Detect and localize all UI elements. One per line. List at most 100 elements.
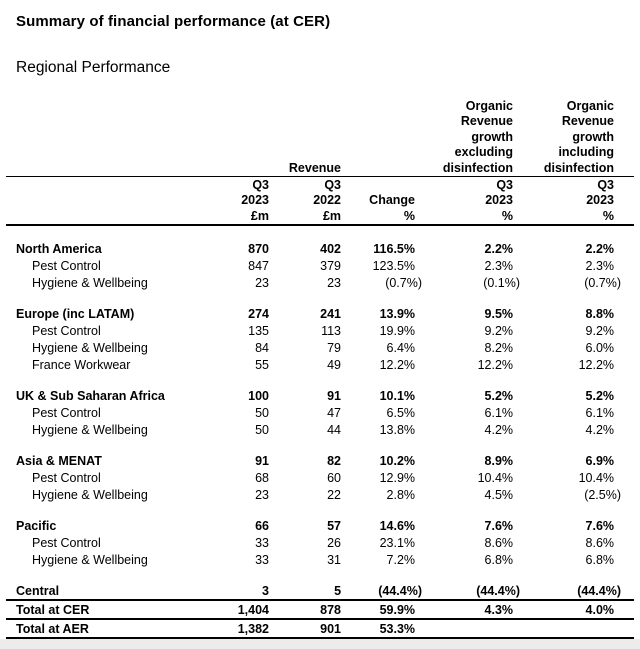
spacer-row xyxy=(6,438,634,452)
cell: 12.2% xyxy=(578,358,615,372)
cell: 8.2% xyxy=(484,341,514,355)
cell: 23 xyxy=(255,488,269,502)
cell: 6.0% xyxy=(585,341,615,355)
empty-header-cell xyxy=(6,94,206,177)
column-header-organic-excl: Q3 2023 % xyxy=(424,176,523,226)
cell: 847 xyxy=(248,259,269,273)
table-row: Pest Control 847 379 123.5% 2.3% 2.3% xyxy=(6,257,634,274)
cell: 5.2% xyxy=(484,389,514,403)
row-label: Pest Control xyxy=(32,324,101,338)
cell: 6.9% xyxy=(585,454,615,468)
cell: 5 xyxy=(272,582,346,601)
table-row: Hygiene & Wellbeing 23 22 2.8% 4.5% (2.5… xyxy=(6,486,634,503)
cell: 57 xyxy=(327,519,342,533)
column-header-organic-incl: Q3 2023 % xyxy=(522,176,635,226)
cell: 13.8% xyxy=(379,423,416,437)
cell: 9.2% xyxy=(484,324,514,338)
cell: 13.9% xyxy=(379,307,416,321)
column-header-change: Change % xyxy=(345,176,425,226)
table-row: Hygiene & Wellbeing 23 23 (0.7%) (0.1%) … xyxy=(6,274,634,291)
row-label: North America xyxy=(16,242,102,256)
cell: 10.4% xyxy=(578,471,615,485)
cell: 1,404 xyxy=(206,600,272,620)
cell: 123.5% xyxy=(372,259,416,273)
cell: 8.6% xyxy=(585,536,615,550)
cell: 6.5% xyxy=(386,406,416,420)
revenue-group-header: Revenue xyxy=(206,94,346,177)
cell: 44 xyxy=(327,423,342,437)
cell: 84 xyxy=(255,341,269,355)
row-label: Total at CER xyxy=(6,600,206,620)
cell: 6.4% xyxy=(386,341,416,355)
cell: 2.8% xyxy=(386,488,416,502)
cell: 12.2% xyxy=(379,358,416,372)
cell: 79 xyxy=(327,341,342,355)
cell: 113 xyxy=(321,324,342,338)
table-row: Pest Control 33 26 23.1% 8.6% 8.6% xyxy=(6,534,634,551)
cell: 4.2% xyxy=(585,423,615,437)
cell: 6.1% xyxy=(585,406,615,420)
row-label: Hygiene & Wellbeing xyxy=(32,488,148,502)
cell: 22 xyxy=(327,488,342,502)
cell: 100 xyxy=(248,389,269,403)
cell: 10.1% xyxy=(379,389,416,403)
cell: (44.4%) xyxy=(522,582,635,601)
cell: 23.1% xyxy=(379,536,416,550)
cell: 2.3% xyxy=(585,259,615,273)
cell: 901 xyxy=(272,619,346,639)
cell: 23 xyxy=(327,276,342,290)
cell: 7.2% xyxy=(386,553,416,567)
spacer-row xyxy=(6,503,634,517)
cell: 4.0% xyxy=(522,600,635,620)
cell: 68 xyxy=(255,471,269,485)
spacer-row xyxy=(6,225,634,240)
cell: 8.9% xyxy=(484,454,514,468)
row-label: Hygiene & Wellbeing xyxy=(32,341,148,355)
row-label: Pest Control xyxy=(32,259,101,273)
cell: 6.8% xyxy=(484,553,514,567)
table-body: North America 870 402 116.5% 2.2% 2.2% P… xyxy=(6,225,635,639)
table-row: Total at CER 1,404 878 59.9% 4.3% 4.0% xyxy=(6,600,635,620)
cell: 12.2% xyxy=(477,358,514,372)
spacer-row xyxy=(6,291,634,305)
table-row: Hygiene & Wellbeing 50 44 13.8% 4.2% 4.2… xyxy=(6,421,634,438)
table-row: Hygiene & Wellbeing 84 79 6.4% 8.2% 6.0% xyxy=(6,339,634,356)
row-label: Europe (inc LATAM) xyxy=(16,307,135,321)
cell: 274 xyxy=(248,307,269,321)
table-row: Pest Control 135 113 19.9% 9.2% 9.2% xyxy=(6,322,634,339)
cell: (0.7%) xyxy=(584,276,622,290)
organic-growth-including-header: Organic Revenue growth including disinfe… xyxy=(522,94,635,177)
cell: 878 xyxy=(272,600,346,620)
cell: 2.2% xyxy=(585,242,615,256)
table-row: Central 3 5 (44.4%) (44.4%) (44.4%) xyxy=(6,582,635,601)
cell: 241 xyxy=(320,307,342,321)
cell: 33 xyxy=(255,536,269,550)
row-label: Pacific xyxy=(16,519,57,533)
cell: 4.5% xyxy=(484,488,514,502)
cell: 49 xyxy=(327,358,342,372)
cell: 2.2% xyxy=(484,242,514,256)
cell: 50 xyxy=(255,423,269,437)
cell: 47 xyxy=(327,406,342,420)
row-label: Asia & MENAT xyxy=(16,454,102,468)
cell: 26 xyxy=(327,536,342,550)
cell: (44.4%) xyxy=(424,582,523,601)
table-row: Hygiene & Wellbeing 33 31 7.2% 6.8% 6.8% xyxy=(6,551,634,568)
cell xyxy=(522,619,635,639)
row-label: France Workwear xyxy=(32,358,131,372)
cell: 33 xyxy=(255,553,269,567)
cell: 8.6% xyxy=(484,536,514,550)
page-title: Summary of financial performance (at CER… xyxy=(16,13,331,30)
cell: 2.3% xyxy=(484,259,514,273)
row-label: Total at AER xyxy=(6,619,206,639)
cell: 19.9% xyxy=(379,324,416,338)
page-bottom-strip xyxy=(0,639,640,649)
spacer-row xyxy=(6,568,634,582)
column-header-q3-2023: Q3 2023 £m xyxy=(206,176,272,226)
cell: 6.8% xyxy=(585,553,615,567)
organic-growth-excluding-header: Organic Revenue growth excluding disinfe… xyxy=(424,94,523,177)
cell: 91 xyxy=(327,389,342,403)
row-label: Pest Control xyxy=(32,471,101,485)
cell: 60 xyxy=(327,471,342,485)
spacer-row xyxy=(6,373,634,387)
